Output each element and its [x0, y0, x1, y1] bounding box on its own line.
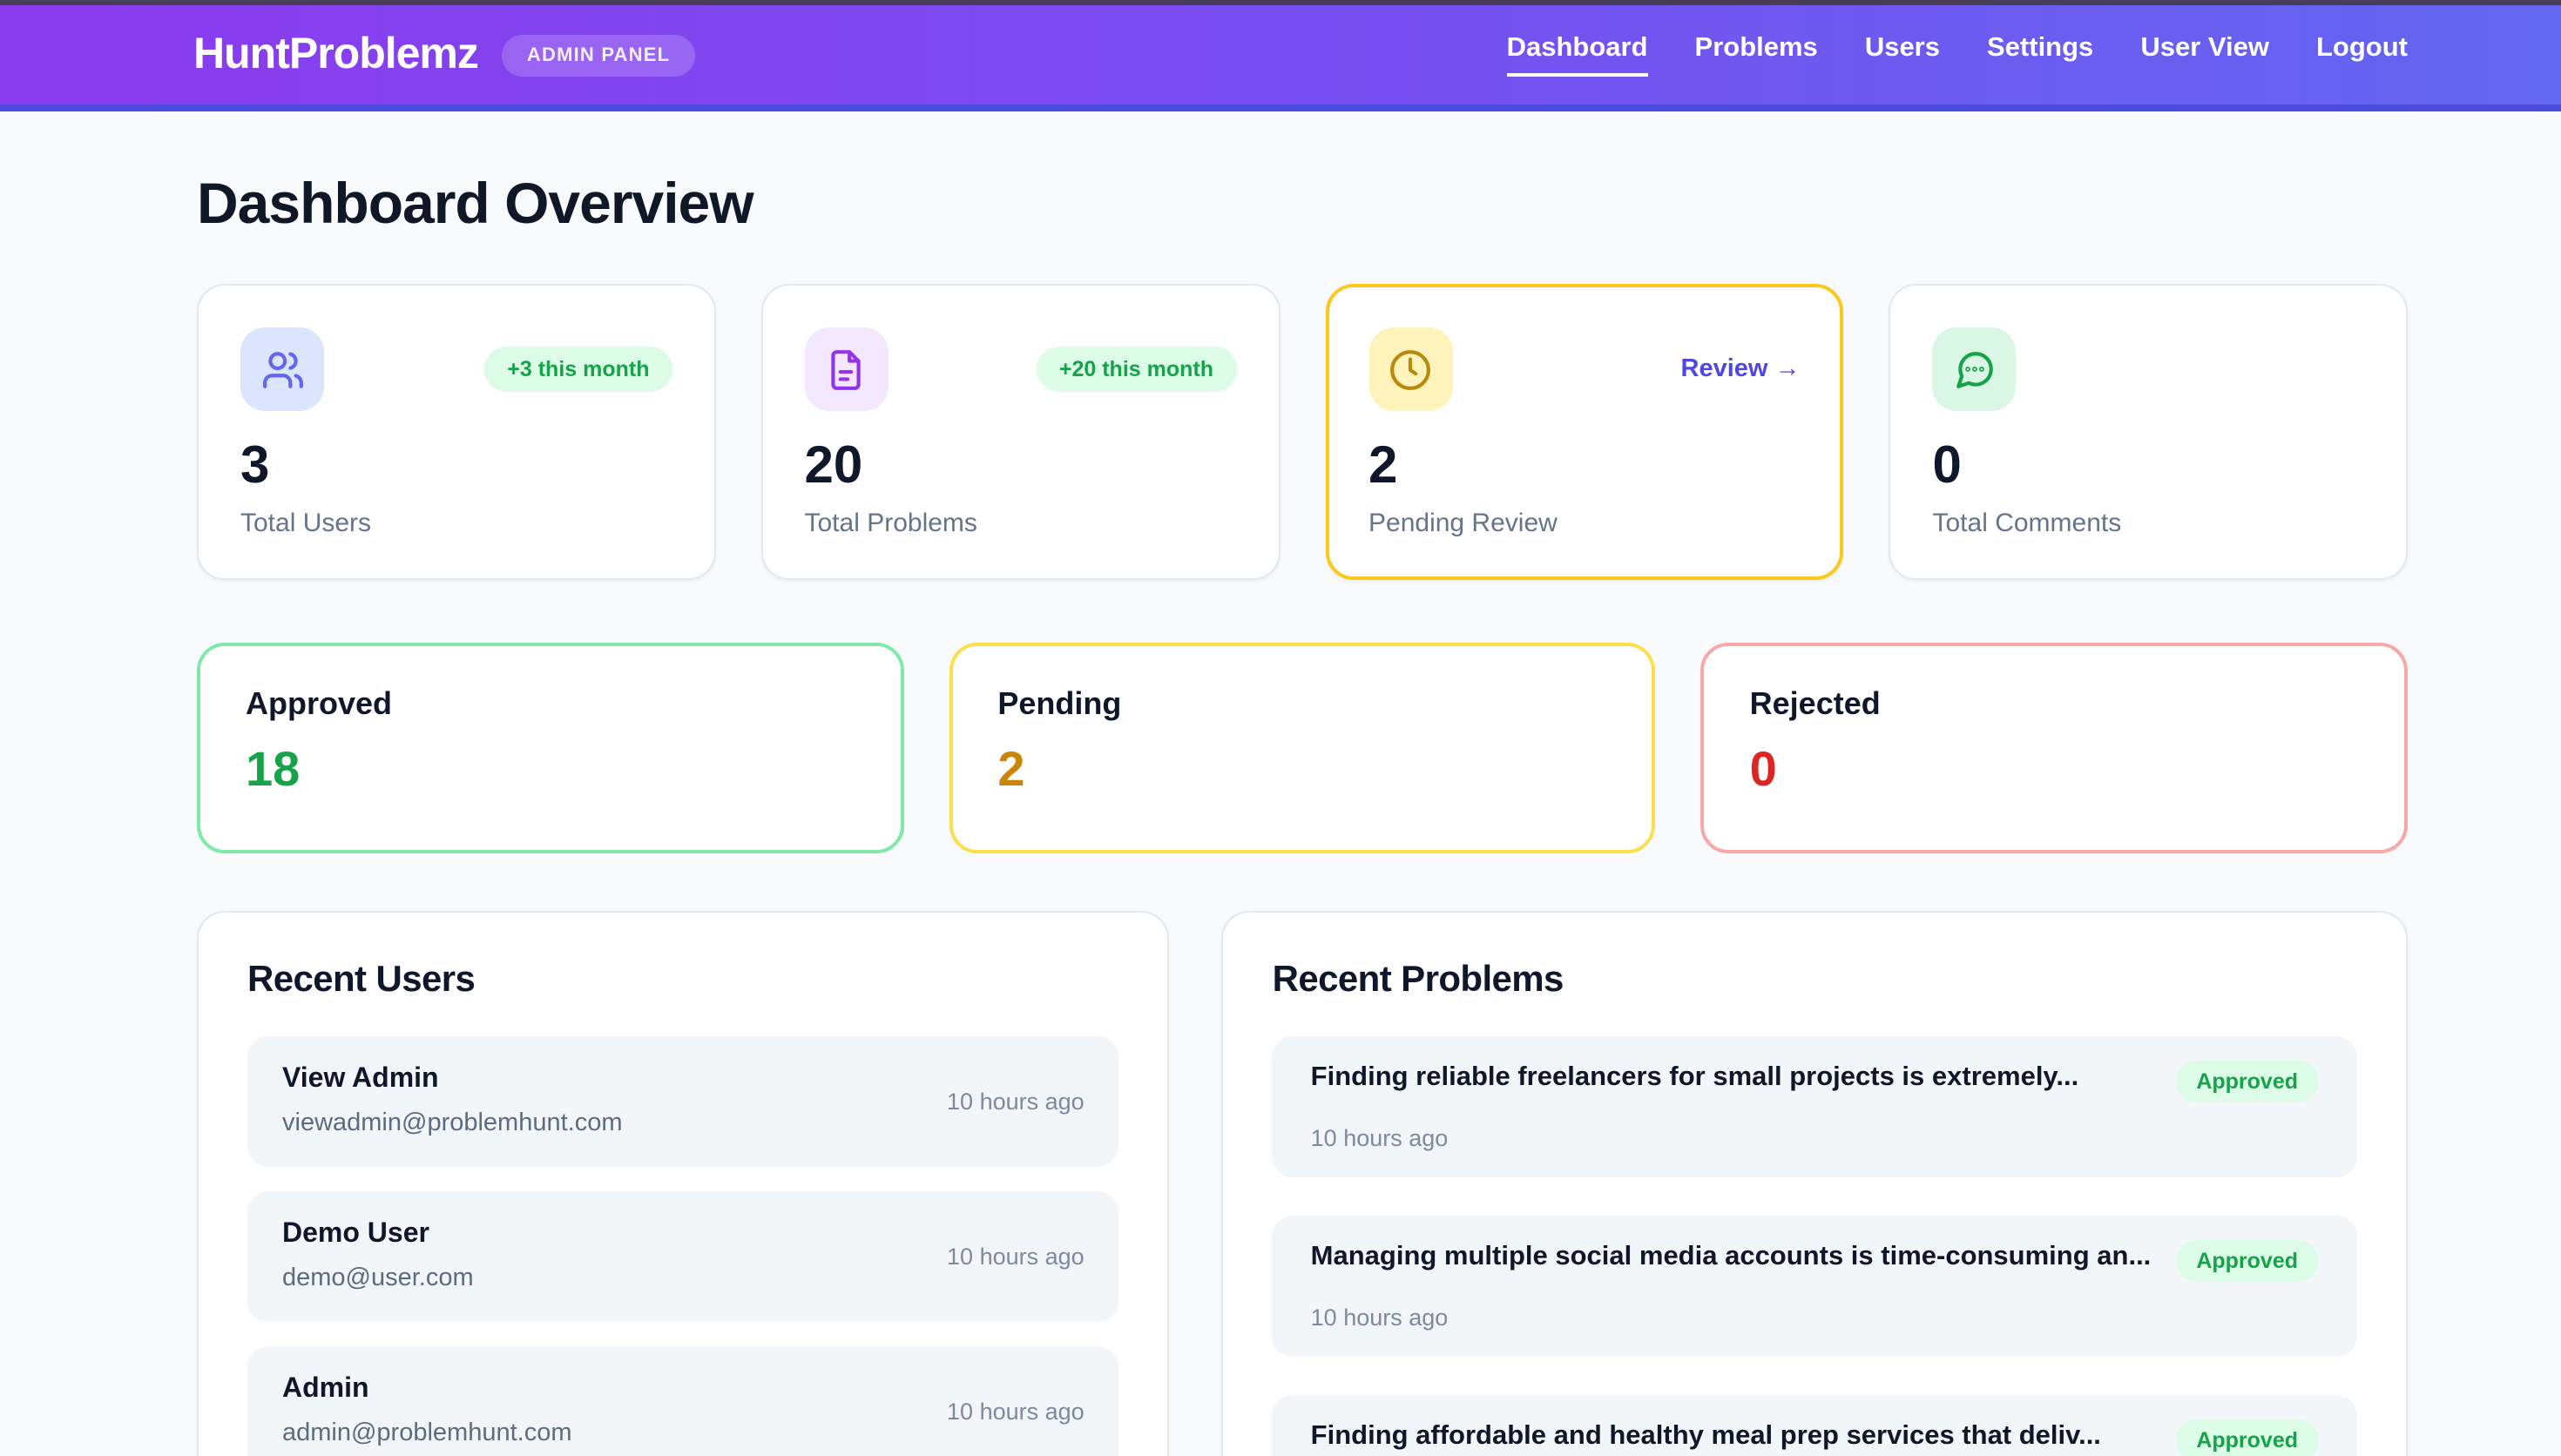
- review-link[interactable]: Review →: [1680, 355, 1801, 383]
- recent-problems-list: Finding reliable freelancers for small p…: [1272, 1036, 2357, 1456]
- status-title: Pending: [997, 686, 1122, 721]
- top-navbar: HuntProblemz ADMIN PANEL Dashboard Probl…: [0, 5, 2561, 111]
- main-nav: Dashboard Problems Users Settings User V…: [1506, 33, 2408, 77]
- status-card-rejected: Rejected 0: [1700, 643, 2408, 853]
- users-icon: [240, 327, 324, 411]
- stat-label: Pending Review: [1368, 509, 1558, 538]
- user-name: Admin: [282, 1374, 369, 1404]
- recent-users-panel: Recent Users View Admin viewadmin@proble…: [197, 911, 1170, 1456]
- stat-label: Total Users: [240, 509, 372, 538]
- user-row[interactable]: View Admin viewadmin@problemhunt.com 10 …: [247, 1036, 1119, 1167]
- status-value: 2: [997, 742, 1025, 796]
- nav-item-problems[interactable]: Problems: [1694, 33, 1818, 63]
- page-title: Dashboard Overview: [197, 171, 754, 235]
- stat-card-total-problems: +20 this month 20 Total Problems: [760, 284, 1280, 580]
- user-timestamp: 10 hours ago: [947, 1089, 1085, 1115]
- nav-item-settings[interactable]: Settings: [1987, 33, 2094, 63]
- user-name: Demo User: [282, 1219, 429, 1249]
- user-email: viewadmin@problemhunt.com: [282, 1109, 623, 1137]
- problem-timestamp: 10 hours ago: [1310, 1125, 1449, 1151]
- stat-card-total-users: +3 this month 3 Total Users: [197, 284, 716, 580]
- user-row[interactable]: Admin admin@problemhunt.com 10 hours ago: [247, 1346, 1119, 1456]
- approved-badge: Approved: [2175, 1240, 2319, 1282]
- recent-problems-panel: Recent Problems Finding reliable freelan…: [1221, 911, 2408, 1456]
- nav-item-logout[interactable]: Logout: [2315, 33, 2408, 63]
- recent-problems-title: Recent Problems: [1272, 960, 1564, 1000]
- problem-title: Finding affordable and healthy meal prep…: [1310, 1421, 2101, 1451]
- clock-icon: [1368, 327, 1452, 411]
- stat-value: 20: [804, 437, 863, 495]
- stat-value: 2: [1368, 437, 1398, 495]
- growth-badge: +20 this month: [1036, 347, 1236, 392]
- page-content: Dashboard Overview +3 this month 3 Total…: [197, 171, 2408, 1456]
- approved-badge: Approved: [2175, 1419, 2319, 1456]
- chat-icon: [1932, 327, 2017, 411]
- user-email: admin@problemhunt.com: [282, 1419, 572, 1447]
- nav-item-users[interactable]: Users: [1864, 33, 1940, 63]
- nav-item-dashboard[interactable]: Dashboard: [1506, 33, 1648, 77]
- user-name: View Admin: [282, 1064, 439, 1094]
- stat-card-total-comments: 0 Total Comments: [1889, 284, 2408, 580]
- nav-item-user-view[interactable]: User View: [2140, 33, 2269, 63]
- status-card-approved: Approved 18: [197, 643, 904, 853]
- stat-card-pending-review: Review → 2 Pending Review: [1325, 284, 1844, 580]
- document-icon: [804, 327, 889, 411]
- stat-value: 0: [1932, 437, 1962, 495]
- stat-label: Total Problems: [804, 509, 977, 538]
- app-logo: HuntProblemz: [193, 30, 479, 78]
- recent-users-title: Recent Users: [247, 960, 476, 1000]
- problem-row[interactable]: Finding reliable freelancers for small p…: [1272, 1036, 2357, 1177]
- user-email: demo@user.com: [282, 1264, 474, 1292]
- status-title: Rejected: [1749, 686, 1881, 721]
- window-top-strip: [0, 0, 2561, 5]
- user-timestamp: 10 hours ago: [947, 1399, 1085, 1425]
- problem-row[interactable]: Managing multiple social media accounts …: [1272, 1216, 2357, 1357]
- status-value: 18: [246, 742, 301, 796]
- recent-panels: Recent Users View Admin viewadmin@proble…: [197, 911, 2408, 1456]
- status-value: 0: [1749, 742, 1777, 796]
- user-row[interactable]: Demo User demo@user.com 10 hours ago: [247, 1191, 1119, 1322]
- status-title: Approved: [246, 686, 393, 721]
- stat-label: Total Comments: [1932, 509, 2122, 538]
- status-summary-row: Approved 18 Pending 2 Rejected 0: [197, 643, 2408, 853]
- user-timestamp: 10 hours ago: [947, 1244, 1085, 1270]
- approved-badge: Approved: [2175, 1061, 2319, 1102]
- problem-title: Managing multiple social media accounts …: [1310, 1242, 2152, 1271]
- recent-users-list: View Admin viewadmin@problemhunt.com 10 …: [247, 1036, 1119, 1456]
- stat-value: 3: [240, 437, 270, 495]
- problem-title: Finding reliable freelancers for small p…: [1310, 1062, 2079, 1092]
- problem-row[interactable]: Finding affordable and healthy meal prep…: [1272, 1395, 2357, 1456]
- stat-cards-row: +3 this month 3 Total Users +20 this mon…: [197, 284, 2408, 580]
- admin-panel-badge: ADMIN PANEL: [502, 34, 695, 76]
- growth-badge: +3 this month: [484, 347, 672, 392]
- status-card-pending: Pending 2: [949, 643, 1656, 853]
- problem-timestamp: 10 hours ago: [1310, 1304, 1449, 1331]
